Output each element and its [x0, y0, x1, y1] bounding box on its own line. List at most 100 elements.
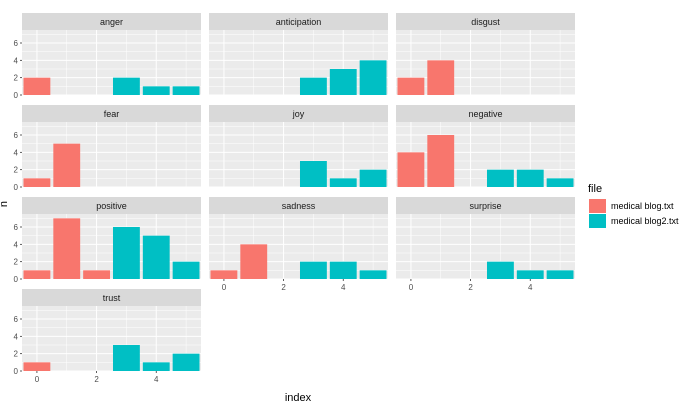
x-tick-label: 4 [528, 283, 533, 292]
bar: medical blog2.txt: 3 [299, 161, 327, 187]
y-tick-label: 6 [14, 131, 19, 140]
y-tick-label: 6 [14, 39, 19, 48]
bar: medical blog.txt: 1 [210, 270, 238, 279]
bar: medical blog2.txt: 1 [142, 362, 170, 371]
bar: medical blog.txt: 4 [427, 60, 455, 95]
panel-background [396, 122, 575, 187]
bar: medical blog2.txt: 4 [359, 60, 387, 95]
panel-background [396, 214, 575, 279]
legend-label: medical blog.txt [611, 201, 674, 211]
panel-strip [396, 13, 575, 30]
bar: medical blog.txt: 4 [240, 244, 268, 279]
bar: medical blog.txt: 2 [397, 77, 425, 95]
panel-strip [209, 197, 388, 214]
panel-strip [396, 105, 575, 122]
bar: medical blog.txt: 7 [53, 218, 81, 279]
panel-title: anticipation [276, 17, 322, 27]
bar: medical blog2.txt: 1 [172, 86, 200, 95]
bar: medical blog2.txt: 2 [172, 353, 200, 371]
bar: medical blog2.txt: 1 [546, 178, 574, 187]
panel-title: fear [104, 109, 120, 119]
legend-label: medical blog2.txt [611, 216, 679, 226]
bar: medical blog2.txt: 1 [329, 178, 357, 187]
panel-background [209, 214, 388, 279]
panel-title: anger [100, 17, 123, 27]
bar: medical blog2.txt: 2 [299, 261, 327, 279]
bar: medical blog2.txt: 5 [142, 235, 170, 279]
panel-title: sadness [282, 201, 316, 211]
x-tick-label: 4 [341, 283, 346, 292]
panel-surprise: surprisemedical blog2.txt: 2medical blog… [396, 197, 575, 292]
bar: medical blog2.txt: 1 [359, 270, 387, 279]
panel-title: trust [103, 293, 121, 303]
panel-strip [209, 105, 388, 122]
panel-title: negative [468, 109, 502, 119]
panel-background [209, 122, 388, 187]
panels: anger medical blog.txt: 2 medical blog2.tx… [14, 13, 575, 384]
bar: medical blog2.txt: 2 [329, 261, 357, 279]
panel-fear: fear medical blog.txt: 1medical blog.txt:… [14, 105, 201, 192]
panel-joy: joy medical blog2.txt: 3medical blog2.txt… [209, 105, 388, 188]
bar: medical blog2.txt: 2 [486, 261, 514, 279]
panel-title: joy [292, 109, 305, 119]
panel-background [22, 214, 201, 279]
x-tick-label: 0 [35, 375, 40, 384]
y-tick-label: 0 [14, 367, 19, 376]
panel-trust: trust medical blog.txt: 1 medical blog2.tx… [14, 289, 201, 384]
x-tick-label: 4 [154, 375, 159, 384]
bar: medical blog.txt: 6 [427, 135, 455, 187]
bar: medical blog.txt: 1 [23, 178, 51, 187]
bar: medical blog2.txt: 2 [486, 169, 514, 187]
y-tick-label: 6 [14, 223, 19, 232]
y-tick-label: 2 [14, 350, 19, 359]
x-tick-label: 2 [468, 283, 473, 292]
y-tick-label: 2 [14, 166, 19, 175]
bar: medical blog2.txt: 2 [516, 169, 544, 187]
panel-title: positive [96, 201, 127, 211]
panel-strip [22, 197, 201, 214]
panel-strip [22, 105, 201, 122]
y-tick-label: 0 [14, 275, 19, 284]
panel-background [22, 30, 201, 95]
panel-sadness: sadness medical blog.txt: 1medical blog.t… [209, 197, 388, 292]
panel-anticipation: anticipationmedical blog2.txt: 2medical … [209, 13, 388, 96]
bar: medical blog2.txt: 1 [546, 270, 574, 279]
bar: medical blog2.txt: 2 [112, 77, 140, 95]
panel-negative: negative medical blog.txt: 4medical blog.… [396, 105, 575, 188]
x-tick-label: 0 [222, 283, 227, 292]
x-tick-label: 0 [409, 283, 414, 292]
y-axis-title: n [0, 201, 10, 207]
panel-strip [209, 13, 388, 30]
panel-background [22, 122, 201, 187]
y-tick-label: 2 [14, 258, 19, 267]
panel-anger: anger medical blog.txt: 2 medical blog2.tx… [14, 13, 201, 100]
bar: medical blog2.txt: 3 [329, 69, 357, 95]
y-tick-label: 2 [14, 74, 19, 83]
bar: medical blog2.txt: 1 [516, 270, 544, 279]
legend-swatch [589, 199, 606, 213]
x-tick-label: 2 [281, 283, 286, 292]
panel-strip [22, 289, 201, 306]
bar: medical blog.txt: 1 [23, 270, 51, 279]
bar: medical blog.txt: 5 [53, 143, 81, 187]
panel-strip [396, 197, 575, 214]
bar: medical blog.txt: 2 [23, 77, 51, 95]
bar: medical blog.txt: 1 [23, 362, 51, 371]
panel-strip [22, 13, 201, 30]
legend-swatch [589, 214, 606, 228]
y-tick-label: 4 [14, 332, 19, 341]
legend: file medical blog.txt medical blog2.txt [588, 183, 679, 228]
y-tick-label: 0 [14, 91, 19, 100]
x-axis-title: index [285, 392, 312, 404]
panel-background [22, 306, 201, 371]
panel-title: surprise [469, 201, 501, 211]
y-tick-label: 0 [14, 183, 19, 192]
panel-positive: positivemedical blog.txt: 1medical blog.… [14, 197, 201, 284]
bar: medical blog2.txt: 2 [172, 261, 200, 279]
panel-background [396, 30, 575, 95]
bar: medical blog.txt: 1 [83, 270, 111, 279]
bar: medical blog2.txt: 2 [299, 77, 327, 95]
legend-title: file [588, 183, 602, 195]
bar: medical blog2.txt: 1 [142, 86, 170, 95]
